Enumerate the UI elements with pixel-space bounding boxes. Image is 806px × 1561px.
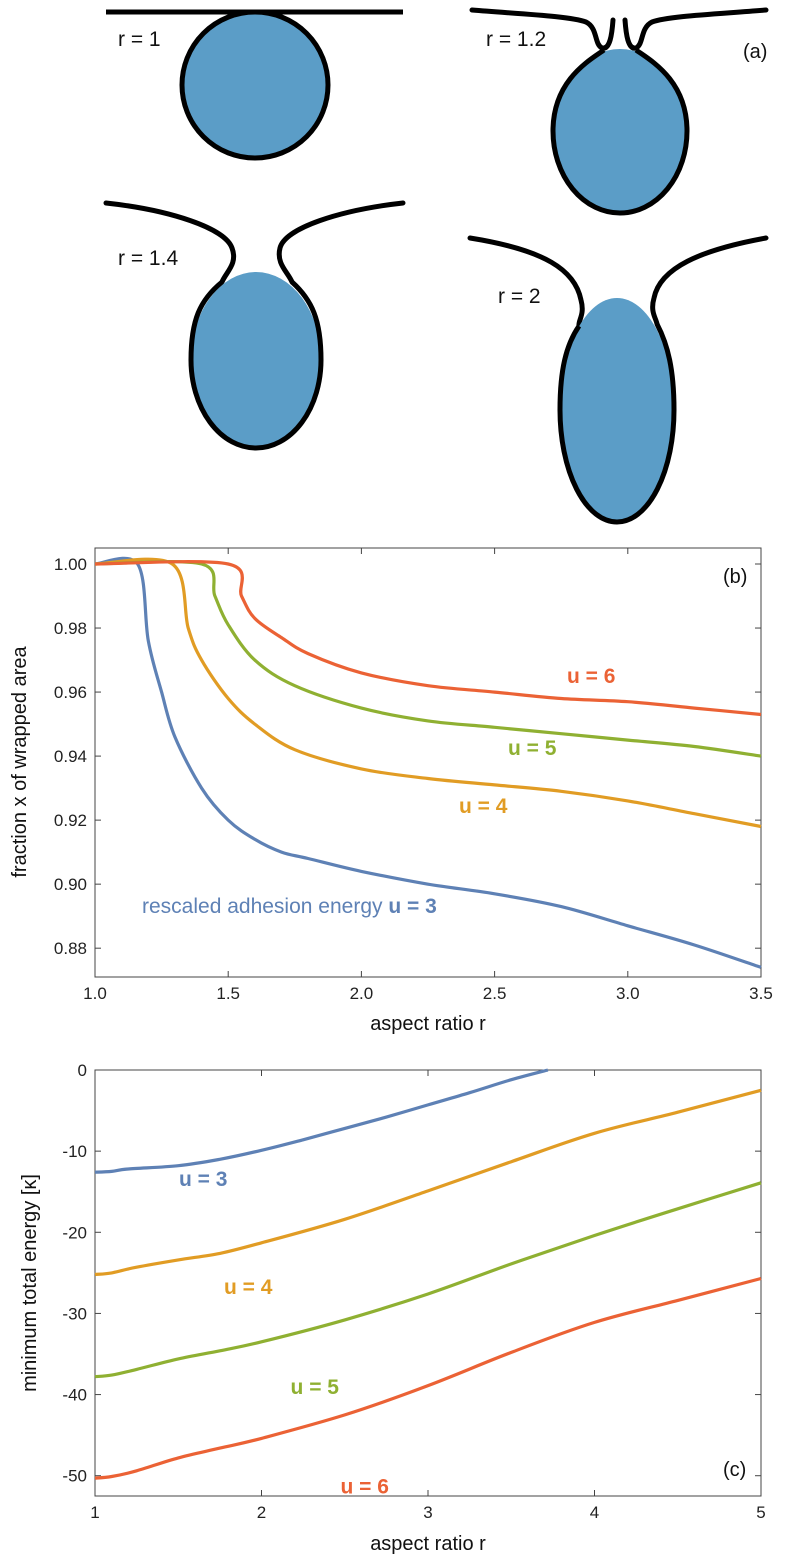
y-tick-label: 0.94 <box>54 747 87 766</box>
x-tick-label: 2.0 <box>350 984 374 1003</box>
shape-r1-4: r = 1.4 <box>103 200 406 451</box>
series-lines <box>94 1068 762 1480</box>
x-tick-label: 3.5 <box>749 984 773 1003</box>
particle-ellipsoid <box>553 49 687 213</box>
y-tick-label: -20 <box>62 1223 87 1242</box>
y-tick-label: 0.96 <box>54 683 87 702</box>
series-line-u3 <box>94 556 762 969</box>
label-u6: u = 6 <box>341 1476 389 1499</box>
series-line-u4 <box>94 1088 762 1277</box>
particle-outline <box>188 280 324 451</box>
shape-r1: r = 1 <box>106 9 403 161</box>
membrane-left <box>469 7 616 51</box>
label-u5: u = 5 <box>508 737 557 760</box>
series-line-u5 <box>94 1181 762 1379</box>
series-lines <box>94 556 762 969</box>
y-tick-labels: 1.00 0.98 0.96 0.94 0.92 0.90 0.88 <box>54 555 87 958</box>
shape-label-r1-2: r = 1.2 <box>486 28 546 51</box>
x-tick-label: 5 <box>756 1503 765 1522</box>
panel-b-tag: (b) <box>723 566 747 588</box>
x-tick-label: 1.5 <box>216 984 240 1003</box>
tick-marks <box>94 1069 762 1496</box>
plot-frame <box>94 547 762 978</box>
particle-outline <box>557 322 677 525</box>
y-axis-title: fraction x of wrapped area <box>9 646 31 878</box>
shape-label-r1: r = 1 <box>118 28 161 51</box>
label-u4: u = 4 <box>459 795 508 818</box>
y-tick-label: -50 <box>62 1467 87 1486</box>
y-axis-title: minimum total energy [κ] <box>19 1174 41 1392</box>
series-line-u4 <box>94 557 762 829</box>
panel-a: (a) r = 1 r = 1.2 r = 1.4 <box>103 7 769 525</box>
series-line-u6 <box>94 1276 762 1480</box>
y-tick-labels: 0 -10 -20 -30 -40 -50 <box>62 1061 87 1486</box>
annotation-prefix: rescaled adhesion energy <box>142 895 383 918</box>
series-labels: u = 3 u = 4 u = 5 u = 6 <box>179 1168 389 1499</box>
label-u3: u = 3 <box>388 895 436 918</box>
y-tick-label: 0.90 <box>54 875 87 894</box>
label-u4: u = 4 <box>224 1276 273 1299</box>
panel-a-tag: (a) <box>743 41 767 63</box>
y-tick-label: 1.00 <box>54 555 87 574</box>
y-tick-label: -40 <box>62 1386 87 1405</box>
shape-label-r2: r = 2 <box>498 285 541 308</box>
y-tick-label: -10 <box>62 1142 87 1161</box>
x-tick-labels: 1 2 3 4 5 <box>90 1503 765 1522</box>
particle-ellipsoid <box>560 298 674 522</box>
x-tick-label: 4 <box>590 1503 599 1522</box>
y-tick-label: 0.88 <box>54 939 87 958</box>
x-tick-label: 2.5 <box>483 984 507 1003</box>
particle-ellipsoid <box>191 272 321 448</box>
x-tick-label: 2 <box>257 1503 266 1522</box>
x-tick-label: 1.0 <box>83 984 107 1003</box>
membrane-right <box>622 7 769 51</box>
particle-sphere <box>179 9 331 161</box>
series-line-u5 <box>94 560 762 758</box>
y-tick-label: 0 <box>78 1061 87 1080</box>
label-u5: u = 5 <box>291 1376 340 1399</box>
y-tick-label: 0.92 <box>54 811 87 830</box>
label-u3: u = 3 <box>179 1168 227 1191</box>
x-tick-label: 1 <box>90 1503 99 1522</box>
panel-b-chart: 1.0 1.5 2.0 2.5 3.0 3.5 1.00 0.98 0.96 0.94 0.92 0… <box>9 547 773 1035</box>
series-line-u6 <box>94 560 762 717</box>
shape-r1-2: r = 1.2 <box>469 7 769 216</box>
membrane-left <box>467 235 585 329</box>
membrane-right <box>650 235 769 327</box>
shape-r2: r = 2 <box>467 235 769 525</box>
panel-c-tag: (c) <box>723 1459 746 1481</box>
plot-frame <box>94 1069 762 1497</box>
x-axis-title: aspect ratio r <box>370 1533 486 1555</box>
y-tick-label: -30 <box>62 1304 87 1323</box>
x-axis-title: aspect ratio r <box>370 1013 486 1035</box>
y-tick-label: 0.98 <box>54 619 87 638</box>
particle-outline <box>550 47 690 216</box>
x-tick-labels: 1.0 1.5 2.0 2.5 3.0 3.5 <box>83 984 773 1003</box>
x-tick-label: 3.0 <box>616 984 640 1003</box>
series-line-u3 <box>94 1068 549 1174</box>
label-u6: u = 6 <box>567 665 615 688</box>
x-tick-label: 3 <box>423 1503 432 1522</box>
membrane-right <box>276 200 406 285</box>
membrane-left <box>103 200 237 285</box>
shape-label-r1-4: r = 1.4 <box>118 247 178 270</box>
label-u3-annotation: rescaled adhesion energy u = 3 <box>142 895 437 918</box>
